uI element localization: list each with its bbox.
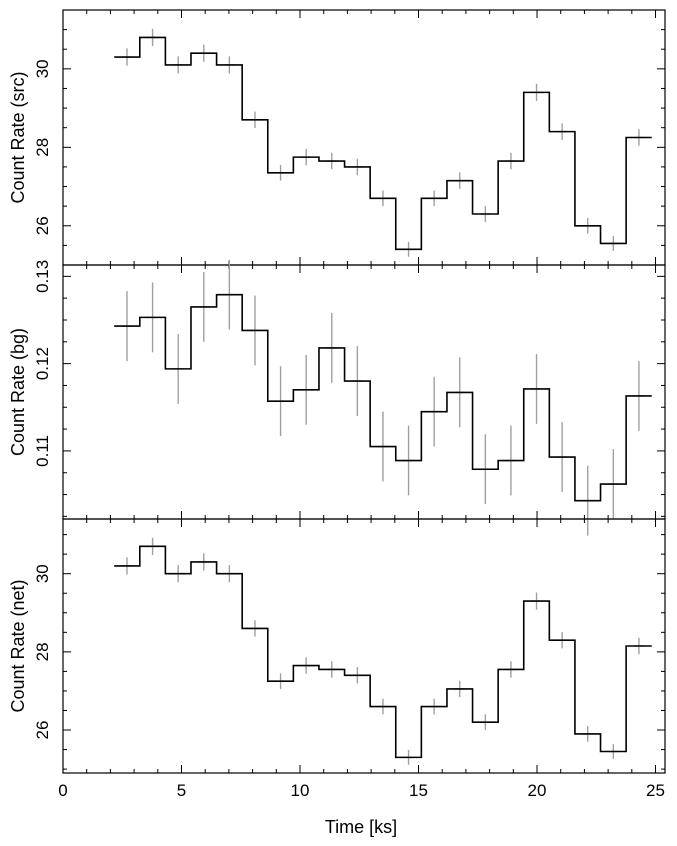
- y-tick-label: 0.11: [33, 435, 52, 467]
- x-tick-label: 25: [646, 781, 665, 800]
- y-tick-label: 30: [33, 564, 52, 583]
- y-tick-label: 28: [33, 138, 52, 157]
- panel-src: 26 28 30 Count Rate (src): [8, 9, 666, 266]
- y-tick-label: 0.12: [33, 347, 52, 380]
- panel-net: 0 5 10 15 20 25 26 28 30 Count Rate (net): [8, 518, 666, 800]
- y-tick-label: 30: [33, 59, 52, 78]
- step-series: [114, 293, 652, 502]
- x-axis-title: Time [ks]: [325, 817, 397, 837]
- y-tick-label: 26: [33, 216, 52, 235]
- y-tick-label: 26: [33, 721, 52, 740]
- x-tick-label: 15: [409, 781, 428, 800]
- step-series: [114, 36, 652, 251]
- step-series: [114, 545, 652, 759]
- panel-bg: 0.11 0.12 0.13 Count Rate (bg): [8, 259, 666, 536]
- y-tick-label: 0.13: [33, 260, 52, 293]
- plot-frame: [62, 518, 666, 774]
- y-tick-label: 28: [33, 642, 52, 661]
- y-axis-title: Count Rate (src): [8, 71, 28, 203]
- x-tick-label: 0: [58, 781, 67, 800]
- x-tick-label: 20: [528, 781, 547, 800]
- y-axis-title: Count Rate (bg): [8, 328, 28, 456]
- x-tick-label: 10: [291, 781, 310, 800]
- x-tick-label: 5: [177, 781, 186, 800]
- y-axis-title: Count Rate (net): [8, 579, 28, 712]
